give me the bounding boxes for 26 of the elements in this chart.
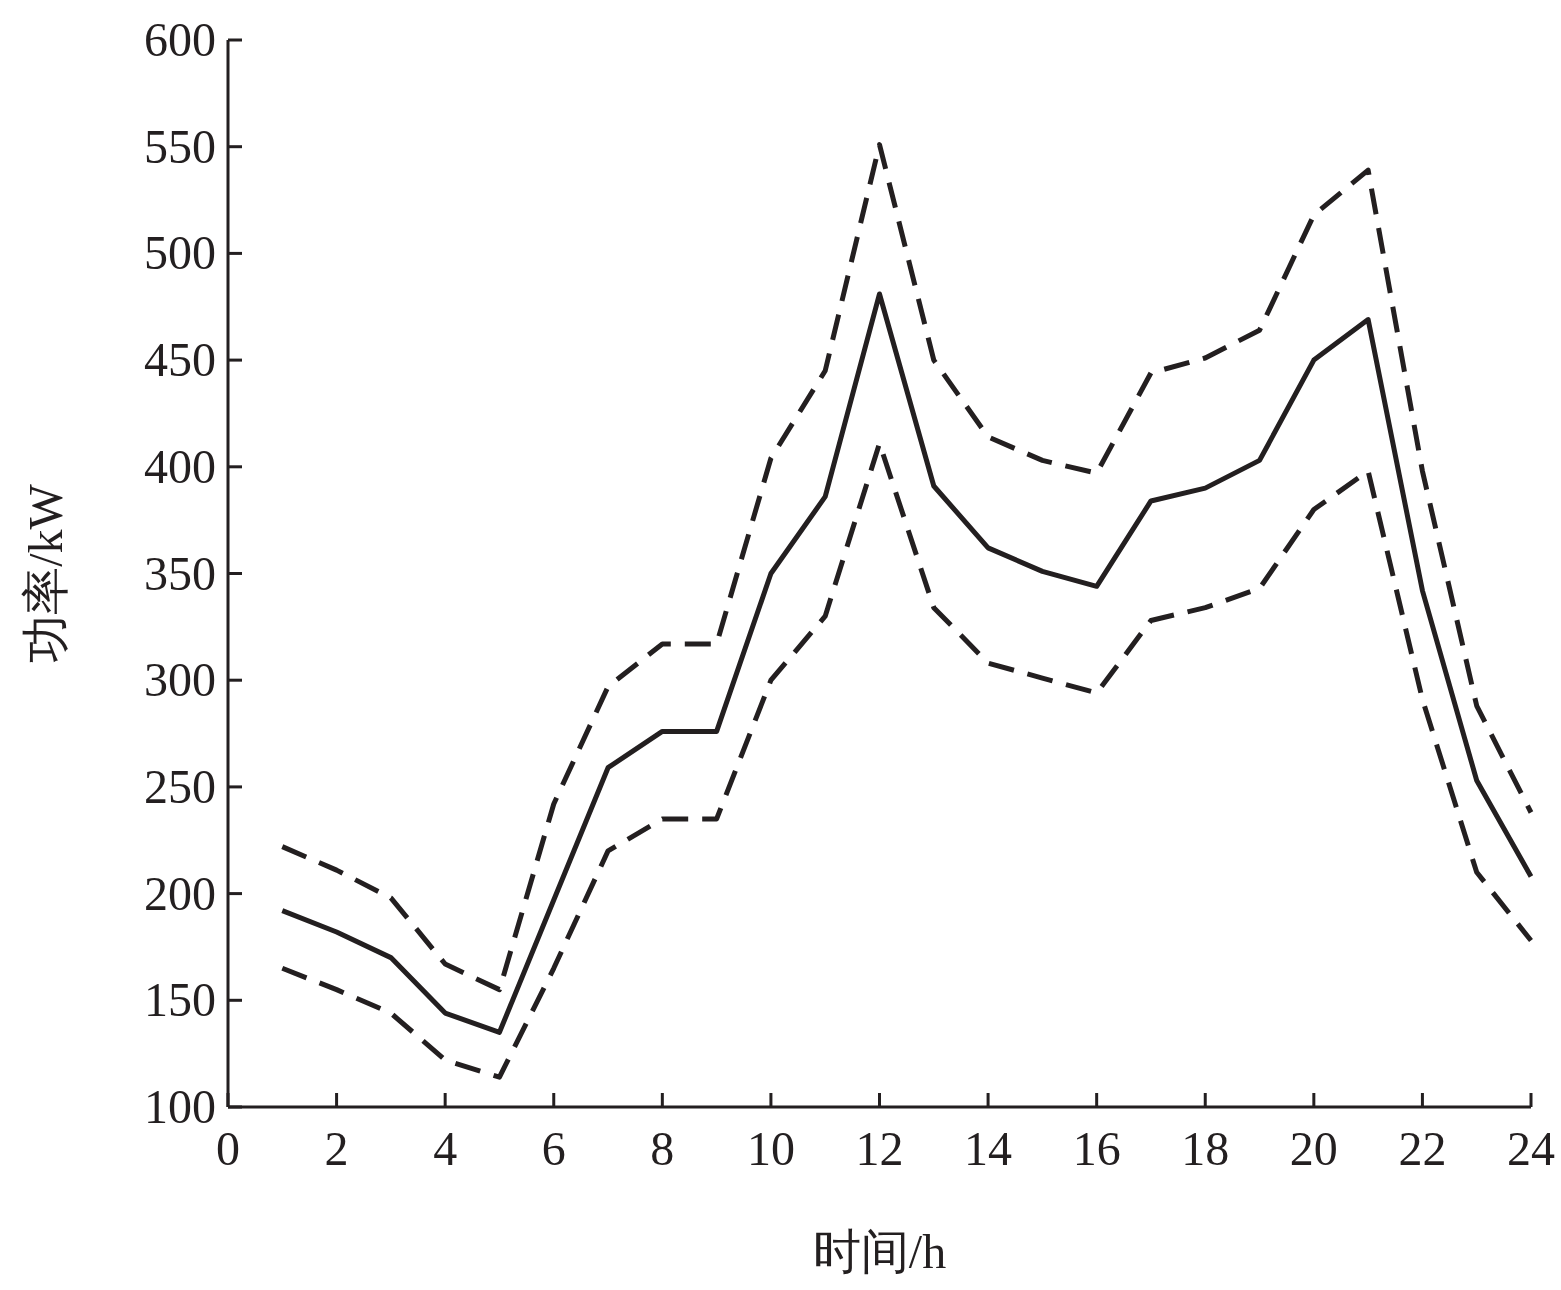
y-tick-label: 200	[144, 866, 216, 920]
y-tick-label: 250	[144, 759, 216, 813]
y-tick-label: 500	[144, 226, 216, 280]
y-tick-label: 450	[144, 333, 216, 387]
x-tick-label: 24	[1507, 1122, 1555, 1175]
y-tick-label: 100	[144, 1080, 216, 1133]
x-axis-title: 时间/h	[812, 1225, 947, 1278]
y-tick-label: 350	[144, 546, 216, 600]
y-tick-label: 300	[144, 653, 216, 707]
x-tick-label: 8	[650, 1122, 675, 1175]
y-axis-title: 功率/kW	[19, 483, 72, 663]
x-tick-label: 4	[433, 1122, 458, 1175]
y-tick-label: 600	[144, 13, 216, 66]
x-tick-label: 0	[216, 1122, 240, 1175]
x-tick-label: 6	[541, 1122, 566, 1175]
x-tick-label: 12	[855, 1122, 904, 1175]
y-tick-label: 150	[144, 973, 216, 1027]
x-tick-label: 18	[1181, 1122, 1230, 1175]
x-tick-label: 16	[1072, 1122, 1121, 1175]
x-tick-label: 20	[1289, 1122, 1338, 1175]
x-tick-label: 22	[1398, 1122, 1447, 1175]
y-tick-label: 550	[144, 119, 216, 173]
x-tick-label: 10	[746, 1122, 795, 1175]
x-tick-label: 2	[324, 1122, 349, 1175]
y-tick-label: 400	[144, 439, 216, 493]
x-tick-label: 14	[964, 1122, 1013, 1175]
